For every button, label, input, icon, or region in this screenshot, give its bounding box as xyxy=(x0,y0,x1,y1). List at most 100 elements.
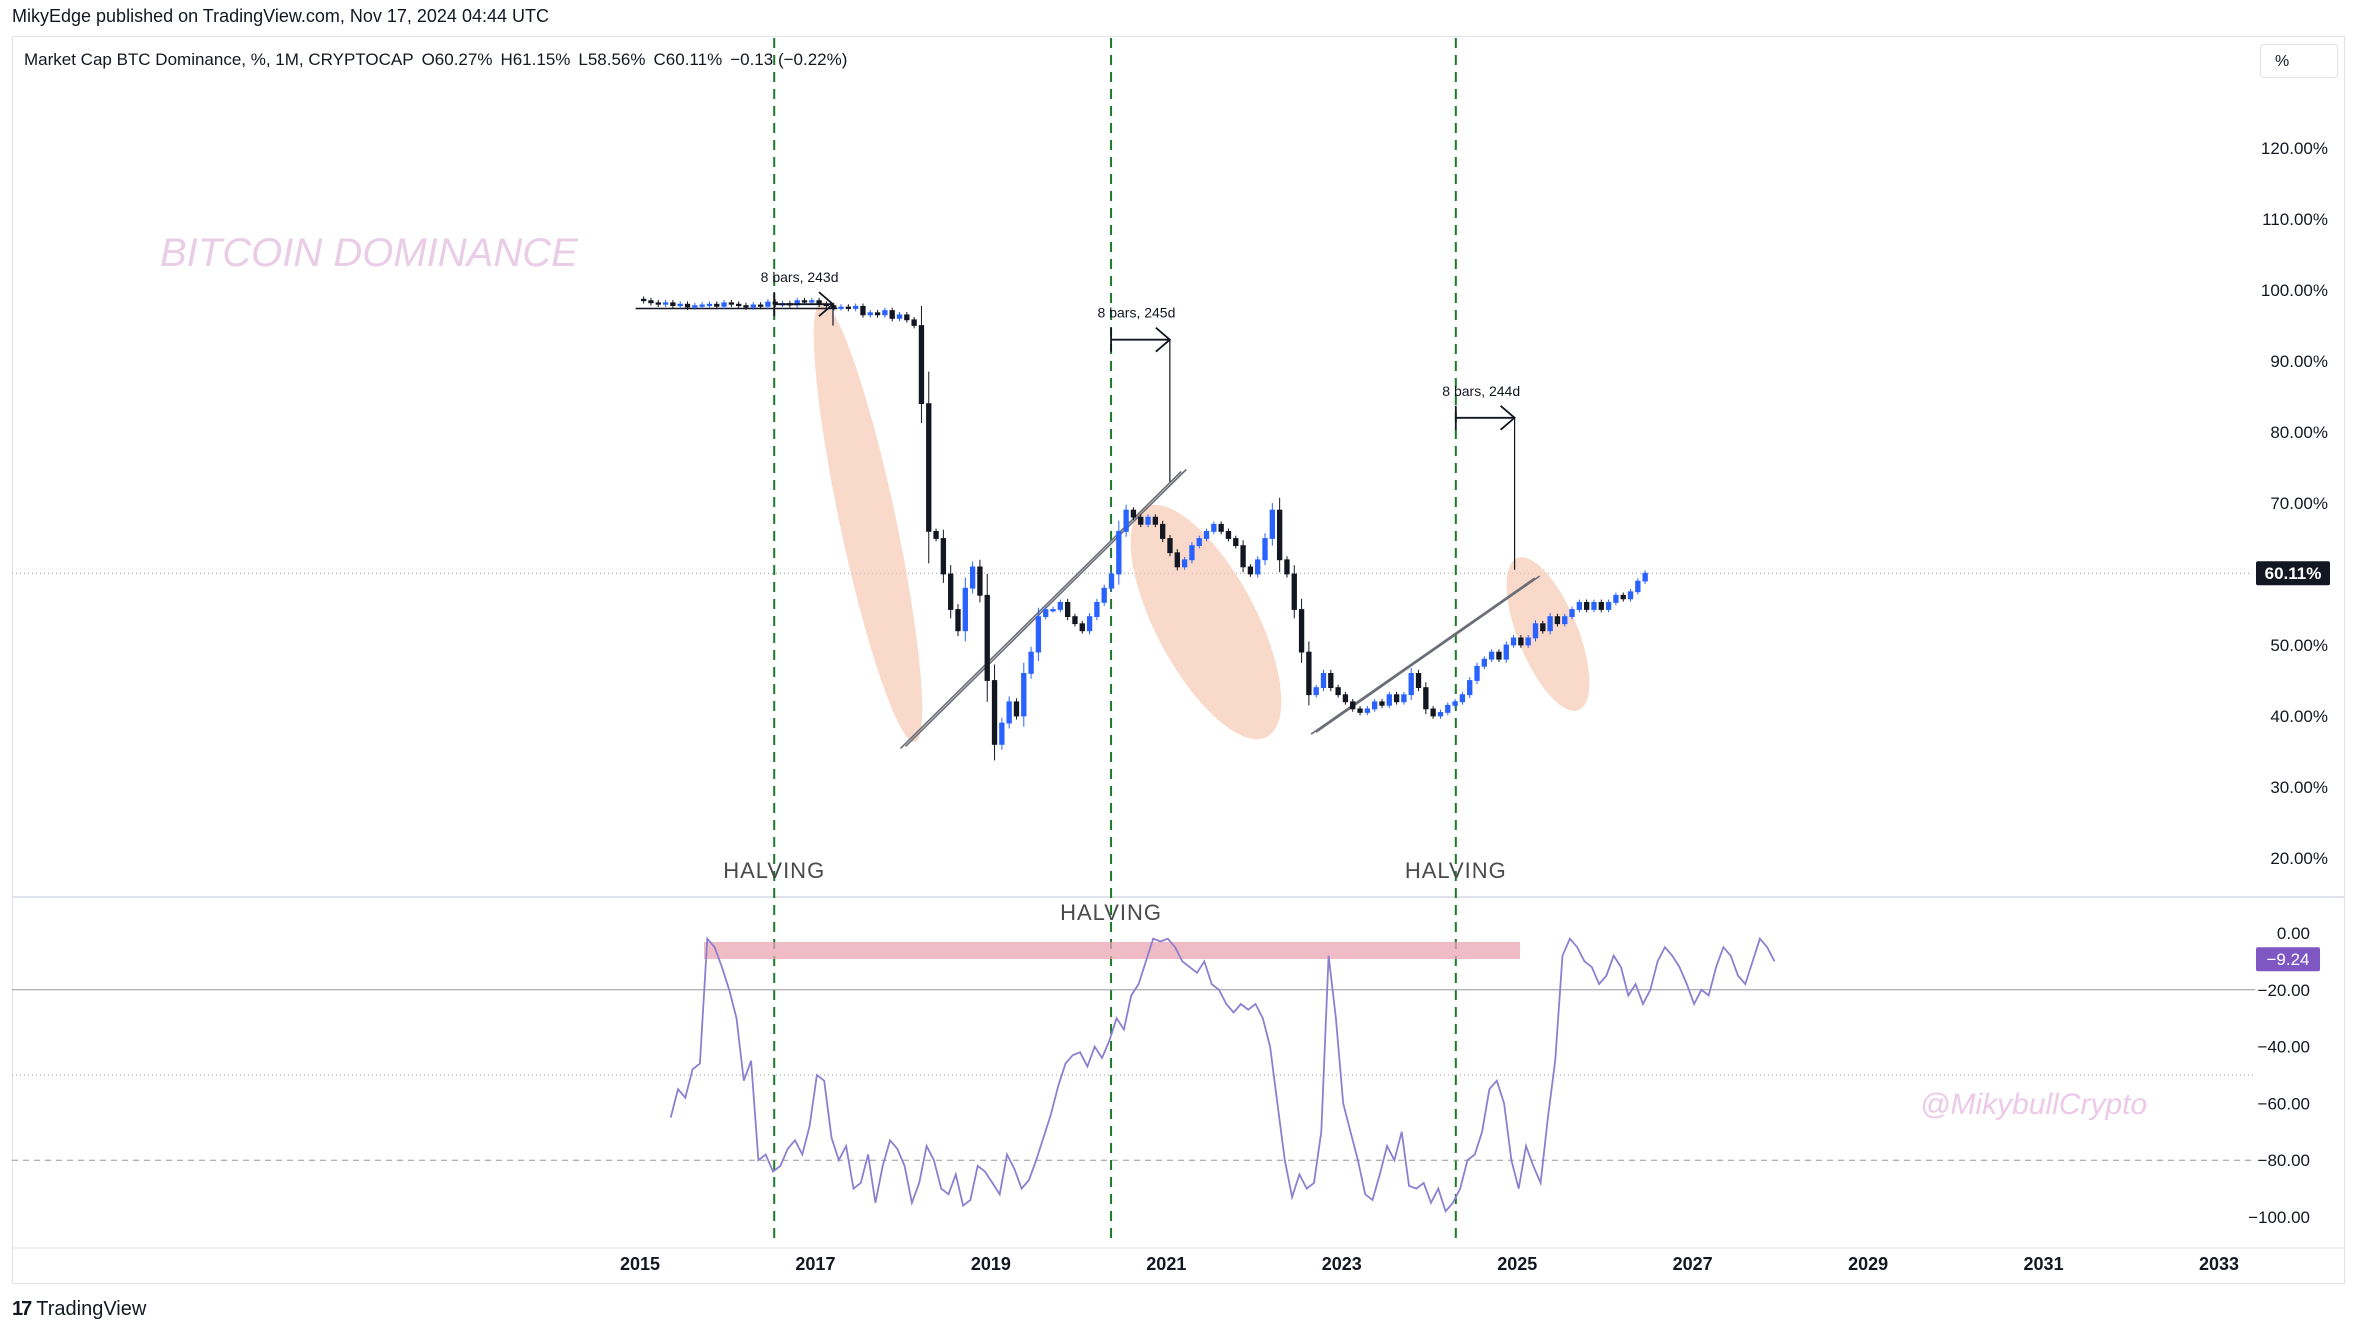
candle-body[interactable] xyxy=(1167,538,1173,554)
candle-body[interactable] xyxy=(1591,602,1597,610)
candle-body[interactable] xyxy=(1467,680,1473,696)
candle-body[interactable] xyxy=(765,301,771,307)
candle-body[interactable] xyxy=(1364,708,1371,713)
candle-body[interactable] xyxy=(809,300,815,303)
candle-body[interactable] xyxy=(1240,545,1246,568)
candle-body[interactable] xyxy=(1328,673,1334,689)
candle-body[interactable] xyxy=(1496,651,1502,660)
candle-body[interactable] xyxy=(1160,523,1166,539)
candle-body[interactable] xyxy=(852,305,859,309)
candle-body[interactable] xyxy=(1196,538,1202,546)
candle-body[interactable] xyxy=(1605,602,1612,610)
projection-ellipse[interactable] xyxy=(1489,547,1606,722)
candle-body[interactable] xyxy=(736,303,742,307)
candle-body[interactable] xyxy=(1401,694,1407,703)
candle-body[interactable] xyxy=(728,302,735,305)
candle-body[interactable] xyxy=(1459,694,1466,703)
candle-body[interactable] xyxy=(1386,694,1392,706)
candle-body[interactable] xyxy=(1562,616,1568,625)
candle-body[interactable] xyxy=(1408,673,1414,696)
candle-body[interactable] xyxy=(889,310,895,319)
candle-body[interactable] xyxy=(1028,651,1034,674)
candle-body[interactable] xyxy=(1050,609,1056,612)
trend-line[interactable] xyxy=(899,470,1182,749)
candle-body[interactable] xyxy=(714,303,720,307)
candle-body[interactable] xyxy=(648,300,654,304)
candle-body[interactable] xyxy=(1262,538,1268,561)
candle-body[interactable] xyxy=(838,306,844,309)
symbol-legend[interactable]: Market Cap BTC Dominance, %, 1M, CRYPTOC… xyxy=(24,50,855,70)
candle-body[interactable] xyxy=(1079,623,1085,632)
candle-body[interactable] xyxy=(1415,673,1422,689)
candle-body[interactable] xyxy=(1540,623,1546,632)
candle-body[interactable] xyxy=(1064,602,1071,618)
percent-scale-button[interactable]: % xyxy=(2260,44,2338,78)
candle-body[interactable] xyxy=(984,594,990,681)
candle-body[interactable] xyxy=(1488,651,1495,660)
candle-body[interactable] xyxy=(1335,687,1341,696)
candle-body[interactable] xyxy=(1342,694,1349,703)
candle-body[interactable] xyxy=(845,306,852,309)
candle-body[interactable] xyxy=(1532,623,1539,639)
candle-body[interactable] xyxy=(1043,609,1049,617)
candle-body[interactable] xyxy=(655,302,661,305)
projection-ellipse[interactable] xyxy=(794,296,942,748)
candle-body[interactable] xyxy=(757,304,764,307)
candle-body[interactable] xyxy=(1481,658,1487,667)
trend-line[interactable] xyxy=(1310,577,1536,735)
candle-body[interactable] xyxy=(1430,708,1436,717)
candle-body[interactable] xyxy=(896,314,903,319)
candle-body[interactable] xyxy=(1357,708,1363,713)
candle-body[interactable] xyxy=(1474,665,1480,681)
candle-body[interactable] xyxy=(721,302,727,307)
candle-body[interactable] xyxy=(750,304,756,308)
candle-body[interactable] xyxy=(1584,602,1590,610)
candle-body[interactable] xyxy=(1372,701,1378,710)
candle-body[interactable] xyxy=(867,312,873,316)
candle-body[interactable] xyxy=(1233,538,1239,546)
candle-body[interactable] xyxy=(706,303,713,307)
candle-body[interactable] xyxy=(1291,573,1297,610)
candle-body[interactable] xyxy=(1350,701,1356,710)
candle-body[interactable] xyxy=(940,538,947,575)
candle-body[interactable] xyxy=(1130,509,1137,518)
candle-body[interactable] xyxy=(684,303,691,308)
candle-body[interactable] xyxy=(1255,559,1261,575)
candle-body[interactable] xyxy=(969,566,976,589)
candle-body[interactable] xyxy=(1013,701,1020,717)
candle-body[interactable] xyxy=(1298,609,1305,653)
candle-body[interactable] xyxy=(1547,616,1553,632)
candle-body[interactable] xyxy=(933,531,939,539)
candle-body[interactable] xyxy=(1554,616,1561,625)
candle-body[interactable] xyxy=(882,310,888,316)
candle-body[interactable] xyxy=(1445,704,1451,713)
candle-body[interactable] xyxy=(1247,566,1254,575)
candle-body[interactable] xyxy=(640,298,647,302)
candle-body[interactable] xyxy=(1152,516,1159,525)
candle-body[interactable] xyxy=(1035,616,1042,653)
candle-body[interactable] xyxy=(1101,587,1107,603)
candle-body[interactable] xyxy=(1313,687,1319,696)
candle-body[interactable] xyxy=(918,325,925,404)
candle-body[interactable] xyxy=(1437,712,1444,717)
candle-body[interactable] xyxy=(999,722,1005,745)
candle-body[interactable] xyxy=(874,312,881,316)
candle-body[interactable] xyxy=(1393,694,1400,703)
candle-body[interactable] xyxy=(1203,531,1210,539)
candle-body[interactable] xyxy=(1123,509,1129,532)
candle-body[interactable] xyxy=(1145,516,1151,525)
candle-body[interactable] xyxy=(743,305,749,308)
candle-body[interactable] xyxy=(1518,637,1524,646)
candle-body[interactable] xyxy=(1218,523,1224,532)
candle-body[interactable] xyxy=(1452,701,1458,706)
candle-body[interactable] xyxy=(977,566,983,596)
candle-body[interactable] xyxy=(1276,509,1283,561)
candle-body[interactable] xyxy=(1021,673,1027,717)
candle-body[interactable] xyxy=(1503,644,1509,660)
chart-frame[interactable] xyxy=(12,36,2345,1284)
candle-body[interactable] xyxy=(1181,559,1188,568)
candle-body[interactable] xyxy=(1094,602,1100,618)
candle-body[interactable] xyxy=(1006,701,1012,724)
candle-body[interactable] xyxy=(962,587,968,632)
